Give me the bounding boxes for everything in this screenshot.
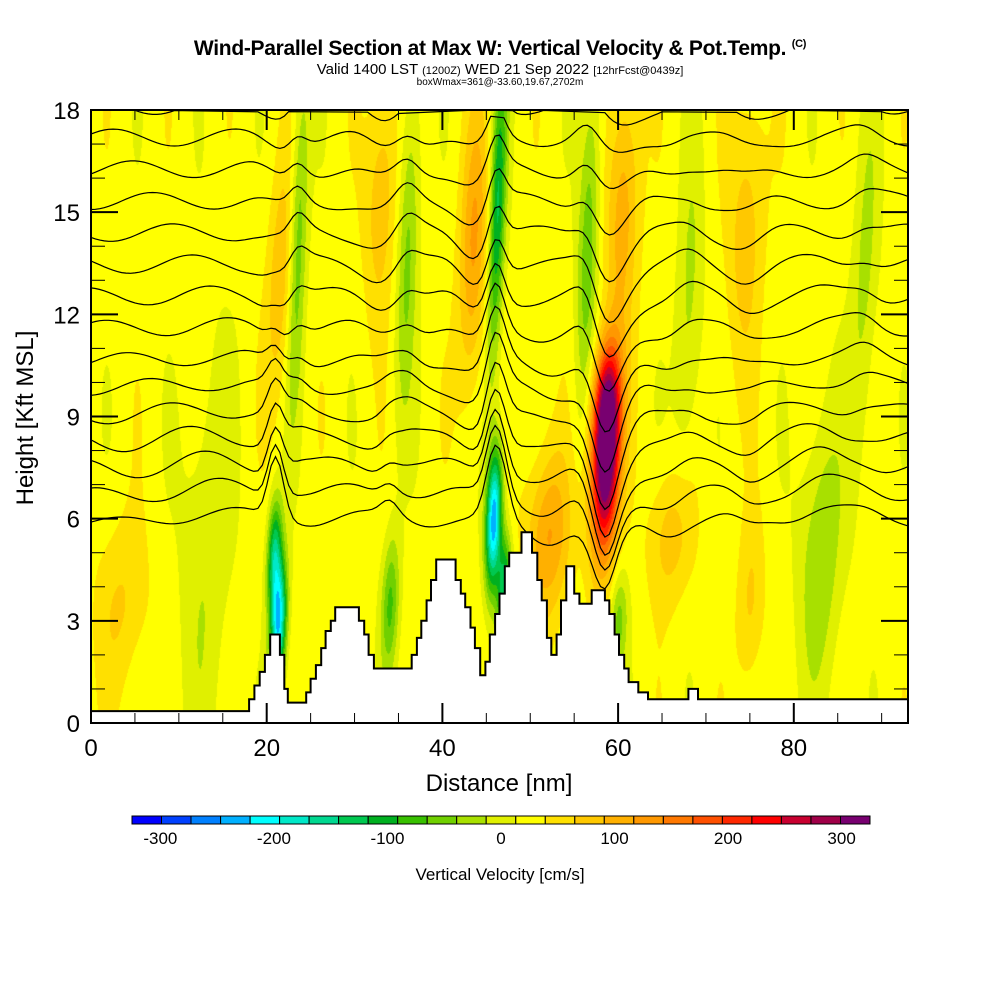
theta-contour-line: [90, 282, 908, 392]
chart-title: Wind-Parallel Section at Max W: Vertical…: [0, 37, 1000, 61]
x-tick-label: 80: [780, 735, 807, 762]
colorbar-tick-label: -100: [370, 829, 404, 848]
theta-contour-line: [90, 444, 909, 590]
colorbar-swatch: [544, 815, 576, 825]
y-tick-labels: 0 3 6 9 12 15 18: [53, 98, 80, 738]
x-tick-label: 40: [429, 735, 456, 762]
theta-contour-line: [90, 331, 909, 473]
colorbar-swatch: [603, 815, 635, 825]
colorbar-title: Vertical Velocity [cm/s]: [415, 865, 584, 884]
x-axis-title: Distance [nm]: [426, 770, 573, 797]
y-tick-label: 18: [53, 98, 80, 125]
valid-time: Valid 1400 LST: [316, 61, 418, 78]
colorbar-swatch: [161, 815, 192, 825]
colorbar-swatch: [780, 815, 812, 825]
colorbar-swatch: [574, 815, 605, 825]
theta-contour-line: [90, 167, 909, 236]
theta-contour-line: [90, 424, 909, 571]
colorbar-swatch: [810, 815, 841, 825]
y-tick-label: 9: [67, 405, 80, 432]
y-tick-label: 0: [67, 711, 80, 738]
colorbar-tick-label: 300: [827, 829, 855, 848]
colorbar-swatch: [751, 815, 782, 825]
colorbar-tick-label: -200: [257, 829, 291, 848]
theta-contour-line: [90, 388, 909, 538]
valid-zulu: (1200Z): [422, 65, 461, 77]
colorbar-swatch: [456, 815, 487, 825]
y-axis-title: Height [Kft MSL]: [12, 331, 39, 506]
colorbar-swatch: [692, 815, 723, 825]
theta-contour-line: [90, 134, 909, 190]
colorbar-swatch: [190, 815, 221, 825]
colorbar-tick-label: 0: [496, 829, 505, 848]
x-tick-label: 60: [605, 735, 632, 762]
y-tick-label: 6: [67, 507, 80, 534]
colorbar-swatch: [721, 815, 753, 825]
theta-contour-line: [90, 239, 909, 324]
theta-contour-line: [90, 305, 909, 433]
forecast-info: [12hrFcst@0439z]: [593, 65, 684, 77]
copyright-mark: (C): [791, 38, 807, 50]
x-tick-label: 0: [84, 735, 97, 762]
box-info: boxWmax=361@-33.60,19.67,2702m: [416, 77, 584, 88]
x-tick-labels: 0 20 40 60 80: [84, 735, 807, 762]
colorbar-swatch: [426, 815, 458, 825]
colorbar-swatch: [249, 815, 281, 825]
y-tick-label: 15: [53, 200, 80, 227]
colorbar-swatch: [485, 815, 517, 825]
y-tick-label: 12: [53, 302, 80, 329]
theta-contour-line: [90, 262, 909, 358]
colorbar-tick-labels: -300 -200 -100 0 100 200 300: [143, 829, 855, 848]
colorbar-swatch: [308, 815, 340, 825]
theta-contour-line: [134, 109, 909, 126]
title-text: Wind-Parallel Section at Max W: Vertical…: [193, 37, 787, 60]
colorbar-swatch: [367, 815, 399, 825]
terrain-profile: [90, 531, 909, 724]
colorbar-swatch: [131, 815, 162, 825]
colorbar-swatch: [662, 815, 694, 825]
colorbar-swatch: [515, 815, 546, 825]
valid-time-line: Valid 1400 LST (1200Z) WED 21 Sep 2022 […: [0, 61, 1000, 78]
colorbar-tick-label: 100: [600, 829, 628, 848]
theta-contour-line: [90, 205, 909, 283]
axis-ticks: [90, 109, 908, 724]
valid-date: WED 21 Sep 2022: [464, 61, 590, 78]
colorbar-swatch: [397, 815, 428, 825]
theta-contour-line: [90, 115, 909, 153]
colorbar-swatch: [633, 815, 664, 825]
colorbar-tick-label: -300: [143, 829, 177, 848]
colorbar: [131, 815, 871, 825]
colorbar-tick-label: 200: [714, 829, 742, 848]
y-tick-label: 3: [67, 609, 80, 636]
colorbar-swatch: [220, 815, 251, 825]
theta-contour-line: [90, 408, 909, 557]
theta-contours: [90, 109, 909, 590]
theta-contour-line: [90, 361, 909, 511]
colorbar-swatch: [338, 815, 369, 825]
colorbar-swatch: [279, 815, 310, 825]
colorbar-swatch: [840, 815, 871, 825]
x-tick-label: 20: [253, 735, 280, 762]
